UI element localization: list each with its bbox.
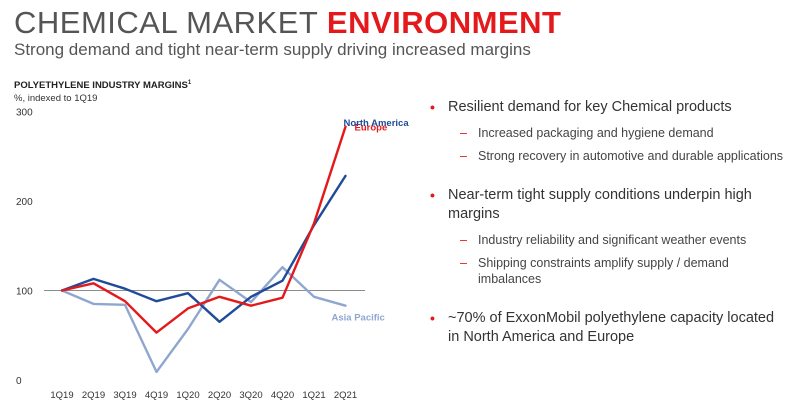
sub-bullet-item: – Industry reliability and significant we… — [428, 232, 788, 248]
x-tick-label: 3Q19 — [113, 390, 136, 401]
x-tick-label: 4Q19 — [145, 390, 168, 401]
sub-bullet-dash-icon: – — [460, 149, 467, 163]
bullet-dot-icon: • — [430, 187, 435, 203]
bullet-block: • Near-term tight supply conditions under… — [428, 186, 788, 287]
chart-y-axis-label: %, indexed to 1Q19 — [14, 93, 98, 104]
y-tick-label: 200 — [16, 197, 33, 208]
series-line-asia-pacific — [60, 265, 347, 374]
sub-bullet-dash-icon: – — [460, 233, 467, 247]
x-tick-label: 2Q20 — [208, 390, 231, 401]
bullet-dot-icon: • — [430, 310, 435, 326]
key-points-list: • Resilient demand for key Chemical produ… — [428, 98, 788, 347]
bullet-item: • ~70% of ExxonMobil polyethylene capacit… — [428, 309, 788, 347]
sub-bullet-item: – Strong recovery in automotive and durab… — [428, 148, 788, 164]
page-subtitle: Strong demand and tight near-term supply… — [14, 40, 531, 59]
x-tick-label: 1Q21 — [302, 390, 325, 401]
series-label-asia-pacific: Asia Pacific — [332, 313, 385, 324]
x-tick-label: 2Q21 — [334, 390, 357, 401]
y-tick-label: 300 — [16, 108, 33, 119]
bullet-item: • Resilient demand for key Chemical produ… — [428, 98, 788, 117]
page-title-main: CHEMICAL MARKET — [14, 5, 327, 40]
series-line-north-america — [60, 174, 347, 324]
bullet-item: • Near-term tight supply conditions under… — [428, 186, 788, 224]
sub-bullet-text: Shipping constraints amplify supply / de… — [478, 256, 729, 286]
x-tick-label: 1Q19 — [50, 390, 73, 401]
y-tick-label: 0 — [16, 376, 22, 387]
x-tick-label: 3Q20 — [239, 390, 262, 401]
y-tick-label: 100 — [16, 287, 33, 298]
bullet-block: • ~70% of ExxonMobil polyethylene capacit… — [428, 309, 788, 347]
page-title-accent: ENVIRONMENT — [326, 5, 562, 40]
sub-bullet-item: – Shipping constraints amplify supply / d… — [428, 255, 788, 287]
sub-bullet-text: Increased packaging and hygiene demand — [478, 126, 714, 140]
sub-bullet-dash-icon: – — [460, 126, 467, 140]
sub-bullet-item: – Increased packaging and hygiene demand — [428, 125, 788, 141]
x-tick-label: 4Q20 — [271, 390, 294, 401]
x-tick-label: 1Q20 — [176, 390, 199, 401]
bullet-block: • Resilient demand for key Chemical produ… — [428, 98, 788, 164]
bullet-text: Resilient demand for key Chemical produc… — [448, 99, 732, 115]
bullet-dot-icon: • — [430, 99, 435, 115]
sub-bullet-text: Strong recovery in automotive and durabl… — [478, 149, 784, 163]
bullet-text: ~70% of ExxonMobil polyethylene capacity… — [448, 310, 775, 345]
series-line-europe — [60, 125, 347, 334]
sub-bullet-text: Industry reliability and significant wea… — [478, 233, 747, 247]
sub-bullet-dash-icon: – — [460, 256, 467, 270]
x-tick-label: 2Q19 — [82, 390, 105, 401]
bullet-text: Near-term tight supply conditions underp… — [448, 187, 752, 222]
chart-title: POLYETHYLENE INDUSTRY MARGINS — [14, 80, 188, 92]
polyethylene-margins-chart: 0 100 200 300 1Q19 2Q19 3Q19 4Q19 1Q20 2Q20 3Q20 4Q… — [16, 108, 410, 402]
chart-title-footnote: 1 — [187, 80, 192, 86]
page-title: CHEMICAL MARKET ENVIRONMENT — [14, 4, 561, 42]
series-label-europe: Europe — [355, 123, 388, 134]
series-label-north-america: North America — [344, 118, 410, 129]
chart-title-block: POLYETHYLENE INDUSTRY MARGINS1 — [14, 80, 191, 91]
